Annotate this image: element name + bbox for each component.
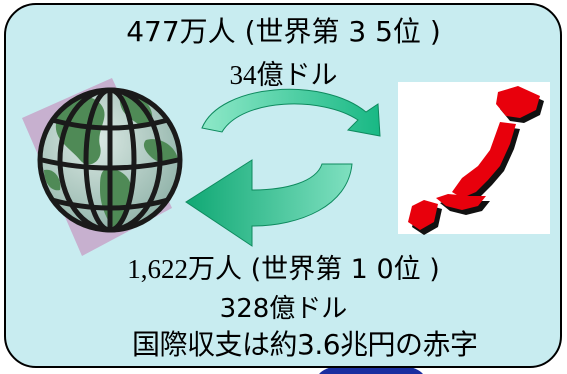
outbound-amount-unit: 億ドル xyxy=(256,60,338,91)
outbound-amount-number: 34 xyxy=(229,60,257,90)
outbound-count-number: 477 xyxy=(126,15,180,48)
globe-grid xyxy=(37,87,183,233)
inbound-count-suffix: 万人 (世界第 1 0位 ) xyxy=(187,254,440,285)
balance-summary-label: 国際収支は約3.6兆円の赤字 xyxy=(132,328,478,361)
curved-arrow-left-icon xyxy=(185,159,353,247)
japan-map-icon xyxy=(398,82,550,235)
globe-icon xyxy=(22,78,183,256)
inbound-count-label: 1,622万人 (世界第 1 0位 ) xyxy=(0,254,567,285)
japan-map-islands xyxy=(408,86,540,230)
outbound-count-label: 477万人 (世界第 3 5位 ) xyxy=(0,18,567,47)
inbound-count-number: 1,622 xyxy=(127,254,188,284)
outbound-count-suffix: 万人 (世界第 3 5位 ) xyxy=(179,15,441,48)
curved-arrow-right-icon xyxy=(201,88,381,137)
inbound-amount-label: 328億ドル xyxy=(219,294,348,324)
outbound-amount-label: 34億ドル xyxy=(0,60,567,91)
